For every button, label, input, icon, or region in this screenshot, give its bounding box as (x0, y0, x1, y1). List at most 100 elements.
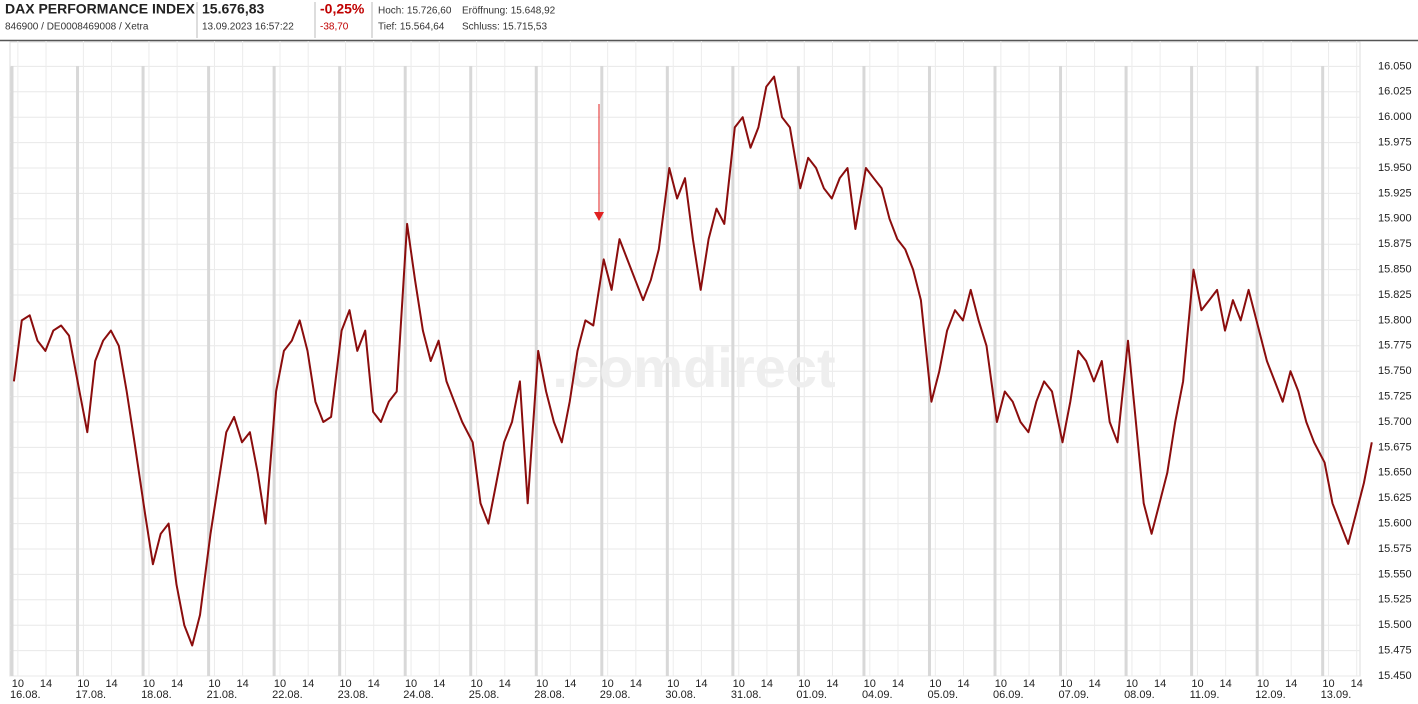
x-tick-label: 14 (761, 678, 773, 690)
index-name: DAX PERFORMANCE INDEX (5, 1, 195, 17)
open: Eröffnung: 15.648,92 (462, 6, 556, 17)
x-tick-label: 10 (602, 678, 614, 690)
y-tick-label: 15.775 (1378, 340, 1412, 352)
y-tick-label: 15.925 (1378, 187, 1412, 199)
x-tick-label: 10 (274, 678, 286, 690)
y-tick-label: 15.725 (1378, 391, 1412, 403)
x-tick-label: 10 (864, 678, 876, 690)
x-tick-label: 10 (1191, 678, 1203, 690)
grid (10, 41, 1360, 677)
x-tick-label: 14 (1088, 678, 1100, 690)
x-date-label: 18.08. (141, 689, 172, 701)
x-date-label: 16.08. (10, 689, 41, 701)
x-tick-label: 10 (733, 678, 745, 690)
x-date-label: 11.09. (1190, 689, 1220, 701)
y-tick-label: 15.550 (1378, 568, 1412, 580)
y-tick-label: 15.800 (1378, 314, 1412, 326)
x-tick-label: 14 (368, 678, 380, 690)
y-tick-label: 15.500 (1378, 619, 1412, 631)
x-tick-label: 10 (1060, 678, 1072, 690)
x-tick-label: 10 (536, 678, 548, 690)
y-tick-label: 15.950 (1378, 162, 1412, 174)
x-date-label: 04.09. (862, 689, 893, 701)
x-tick-label: 10 (798, 678, 810, 690)
low: Tief: 15.564,64 (378, 22, 445, 33)
x-tick-label: 10 (405, 678, 417, 690)
y-tick-label: 15.675 (1378, 441, 1412, 453)
x-date-label: 28.08. (534, 689, 565, 701)
x-tick-label: 14 (40, 678, 52, 690)
x-tick-label: 14 (826, 678, 838, 690)
x-date-label: 29.08. (600, 689, 631, 701)
x-tick-label: 14 (892, 678, 904, 690)
y-tick-label: 15.750 (1378, 365, 1412, 377)
x-tick-label: 14 (302, 678, 314, 690)
y-tick-label: 15.600 (1378, 518, 1412, 530)
x-tick-label: 10 (208, 678, 220, 690)
x-date-label: 13.09. (1321, 689, 1352, 701)
x-date-label: 12.09. (1255, 689, 1286, 701)
index-ids: 846900 / DE0008469008 / Xetra (5, 22, 149, 33)
x-date-label: 25.08. (469, 689, 500, 701)
x-tick-label: 14 (499, 678, 511, 690)
y-tick-label: 15.650 (1378, 467, 1412, 479)
y-tick-label: 16.000 (1378, 111, 1412, 123)
x-tick-label: 10 (339, 678, 351, 690)
x-tick-label: 10 (77, 678, 89, 690)
change-pct: -0,25% (320, 1, 365, 17)
y-tick-label: 15.575 (1378, 543, 1412, 555)
x-date-label: 05.09. (927, 689, 958, 701)
x-date-label: 21.08. (207, 689, 238, 701)
change-abs: -38,70 (320, 22, 349, 33)
y-tick-label: 15.525 (1378, 594, 1412, 606)
y-tick-label: 15.850 (1378, 264, 1412, 276)
x-tick-label: 14 (105, 678, 117, 690)
x-date-label: 30.08. (665, 689, 696, 701)
x-tick-label: 14 (1285, 678, 1297, 690)
y-tick-label: 15.700 (1378, 416, 1412, 428)
x-tick-label: 10 (12, 678, 24, 690)
x-tick-label: 14 (1023, 678, 1035, 690)
x-tick-label: 14 (1154, 678, 1166, 690)
x-tick-label: 10 (1257, 678, 1269, 690)
x-tick-label: 14 (237, 678, 249, 690)
x-tick-label: 14 (171, 678, 183, 690)
close: Schluss: 15.715,53 (462, 22, 547, 33)
x-tick-label: 14 (433, 678, 445, 690)
x-tick-label: 14 (695, 678, 707, 690)
header-bg (0, 0, 1418, 40)
x-date-label: 01.09. (796, 689, 827, 701)
x-tick-label: 10 (929, 678, 941, 690)
x-tick-label: 10 (470, 678, 482, 690)
marks (12, 75, 1373, 647)
x-tick-label: 14 (1351, 678, 1363, 690)
x-tick-label: 10 (1322, 678, 1334, 690)
x-tick-label: 10 (143, 678, 155, 690)
x-tick-label: 14 (957, 678, 969, 690)
x-date-label: 31.08. (731, 689, 762, 701)
x-tick-label: 10 (995, 678, 1007, 690)
timestamp: 13.09.2023 16:57:22 (202, 22, 294, 33)
price: 15.676,83 (202, 1, 264, 17)
price-line (12, 75, 1373, 647)
y-tick-label: 16.050 (1378, 60, 1412, 72)
x-date-label: 24.08. (403, 689, 434, 701)
y-tick-label: 16.025 (1378, 86, 1412, 98)
x-date-label: 06.09. (993, 689, 1024, 701)
y-tick-label: 15.475 (1378, 645, 1412, 657)
x-tick-label: 14 (1220, 678, 1232, 690)
x-tick-label: 10 (667, 678, 679, 690)
x-date-label: 08.09. (1124, 689, 1155, 701)
watermark: .comdirect (552, 336, 835, 399)
y-tick-label: 15.625 (1378, 492, 1412, 504)
x-tick-label: 14 (564, 678, 576, 690)
y-tick-label: 15.875 (1378, 238, 1412, 250)
x-tick-label: 14 (630, 678, 642, 690)
x-date-label: 23.08. (338, 689, 369, 701)
high: Hoch: 15.726,60 (378, 6, 452, 17)
x-tick-label: 10 (1126, 678, 1138, 690)
y-tick-label: 15.450 (1378, 670, 1412, 682)
y-tick-label: 15.975 (1378, 137, 1412, 149)
x-date-label: 17.08. (76, 689, 107, 701)
